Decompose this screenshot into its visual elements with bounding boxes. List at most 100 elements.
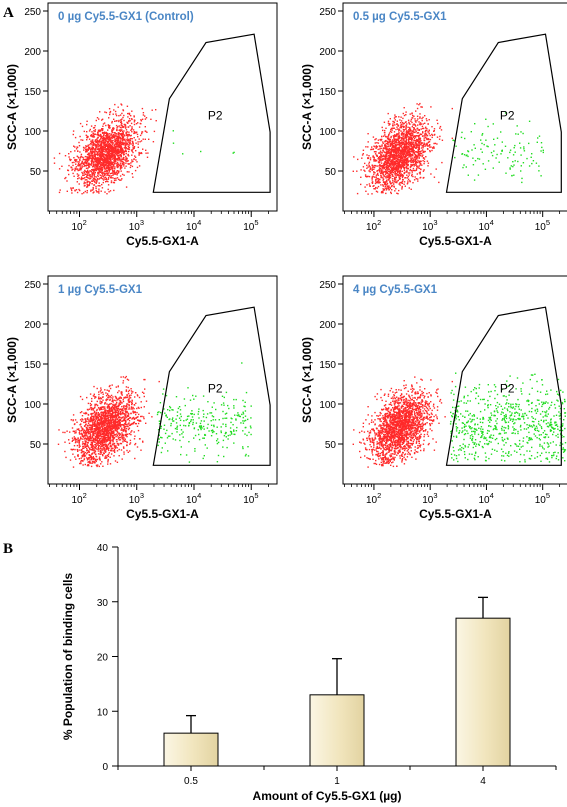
y-axis-label: SCC-A (×1,000) [300,64,314,150]
negative-event [77,175,79,177]
negative-event [76,438,78,441]
negative-event [115,396,117,398]
negative-event [414,162,417,164]
negative-event [402,178,404,181]
negative-event [122,158,125,161]
negative-event [389,158,391,160]
negative-event [396,174,398,177]
negative-event [94,180,96,183]
negative-event [106,180,108,182]
negative-event [99,146,102,148]
negative-event [150,118,152,120]
negative-event [124,144,127,146]
negative-event [415,129,417,131]
negative-event [391,168,394,170]
negative-event [394,190,396,192]
negative-event [144,388,146,390]
negative-event [411,143,413,145]
negative-event [390,144,392,146]
negative-event [92,432,94,434]
negative-event [119,129,121,131]
positive-event [467,155,469,158]
negative-event [107,145,110,148]
negative-event [425,135,427,137]
negative-event [380,147,382,150]
negative-event [389,123,391,125]
negative-event [414,118,416,120]
negative-event [394,135,396,137]
negative-event [367,175,369,178]
negative-event [99,130,101,133]
negative-event [353,156,355,158]
negative-event [83,149,85,151]
negative-event [416,156,418,158]
negative-event [93,142,95,144]
negative-event [393,134,396,136]
negative-event [127,412,129,414]
negative-event [112,447,114,449]
negative-event [380,156,382,158]
negative-event [392,150,395,152]
negative-event [131,149,133,152]
negative-event [380,162,383,164]
negative-event [103,155,105,157]
negative-event [390,153,392,155]
negative-event [90,134,93,136]
negative-event [103,174,105,177]
negative-event [416,165,419,167]
negative-event [403,137,405,139]
negative-event [107,140,109,143]
negative-event [134,155,136,157]
negative-event [423,137,425,139]
negative-event [414,120,416,122]
negative-event [385,127,387,129]
negative-event [392,120,394,123]
negative-event [99,163,102,165]
negative-event [390,155,392,157]
negative-event [136,425,139,427]
negative-event [398,144,400,146]
negative-event [396,165,399,167]
negative-event [96,137,99,139]
y-axis-label: SCC-A (×1,000) [5,64,19,150]
negative-event [112,450,115,452]
negative-event [89,144,91,146]
negative-event [101,168,104,170]
negative-event [379,178,381,181]
negative-event [127,135,129,137]
negative-event [375,186,377,189]
negative-event [81,125,84,128]
negative-event [414,131,416,134]
negative-event [401,150,404,153]
positive-event [486,145,488,147]
y-tick-label: 50 [30,440,42,451]
negative-event [131,165,134,168]
positive-event [515,133,517,135]
negative-event [388,166,390,168]
negative-event [360,183,362,186]
negative-event [387,158,389,160]
negative-event [384,129,386,132]
negative-event [381,158,384,160]
negative-event [104,407,106,410]
negative-event [90,462,92,464]
negative-event [120,164,122,167]
negative-event [109,395,111,398]
negative-event [90,157,92,159]
negative-event [99,135,101,137]
negative-event [81,156,84,158]
negative-event [394,174,397,176]
negative-event [96,437,98,440]
negative-event [94,415,96,417]
negative-event [104,146,106,149]
negative-event [72,168,74,170]
negative-event [120,413,122,416]
negative-event [412,163,415,166]
negative-event [386,188,388,190]
y-tick-label: 200 [24,320,41,331]
negative-event [122,399,124,401]
positive-event [513,147,515,149]
negative-event [391,174,394,176]
negative-event [112,177,114,179]
negative-event [379,148,381,150]
